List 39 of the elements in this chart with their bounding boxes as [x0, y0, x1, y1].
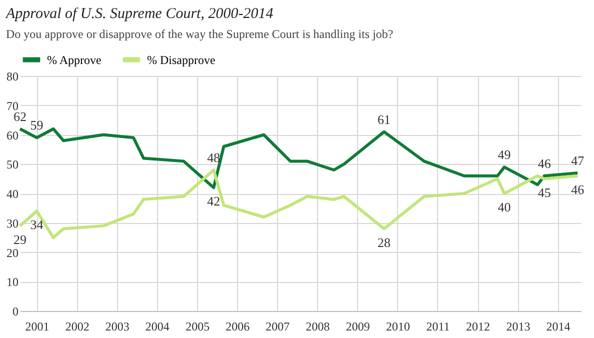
y-tick-label: 80 [6, 70, 18, 84]
legend-label: % Disapprove [147, 52, 216, 67]
y-tick-label: 60 [6, 128, 18, 142]
x-tick-label: 2009 [346, 320, 370, 334]
y-tick-label: 20 [6, 246, 18, 260]
y-tick-label: 10 [6, 275, 18, 290]
y-tick-label: 0 [12, 304, 18, 318]
annotation: 34 [30, 217, 44, 232]
annotation: 48 [207, 150, 220, 165]
annotation: 46 [538, 156, 552, 171]
annotation: 49 [498, 147, 511, 162]
annotation: 47 [571, 152, 585, 168]
x-tick-label: 2002 [65, 320, 90, 334]
annotation: 28 [378, 234, 391, 250]
chart-title: Approval of U.S. Supreme Court, 2000-2014 [5, 6, 274, 22]
x-tick-label: 2012 [466, 320, 490, 334]
y-tick-label: 30 [6, 216, 18, 230]
x-tick-label: 2006 [226, 320, 250, 334]
y-tick-label: 40 [6, 187, 18, 201]
legend-label: % Approve [47, 52, 102, 67]
annotation: 42 [207, 194, 220, 209]
x-tick-label: 2008 [306, 320, 330, 334]
x-tick-label: 2014 [546, 320, 570, 334]
annotation: 46 [571, 182, 585, 197]
chart-subtitle: Do you approve or disapprove of the way the Supreme Court is handling its job? [6, 27, 394, 41]
annotation: 61 [378, 112, 391, 127]
x-tick-label: 2011 [426, 320, 450, 334]
x-tick-label: 2003 [105, 320, 130, 334]
x-tick-label: 2004 [145, 320, 170, 334]
x-tick-label: 2013 [506, 320, 530, 334]
x-tick-label: 2001 [25, 320, 50, 334]
annotation: 29 [14, 232, 26, 247]
annotation: 45 [538, 184, 551, 200]
x-tick-label: 2007 [266, 320, 290, 334]
annotation: 40 [498, 200, 511, 214]
x-tick-label: 2005 [186, 320, 210, 334]
y-tick-label: 50 [6, 158, 18, 172]
annotation: 59 [30, 118, 44, 133]
x-tick-label: 2010 [386, 320, 410, 334]
